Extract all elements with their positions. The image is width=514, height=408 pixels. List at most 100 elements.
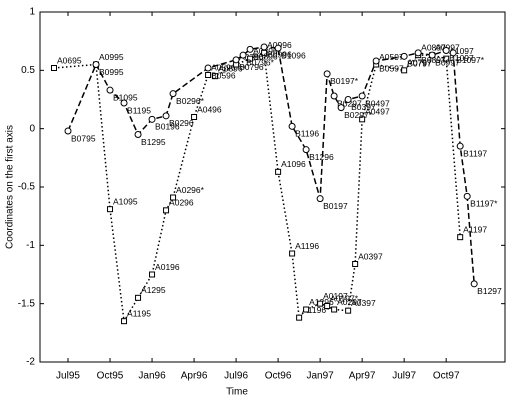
- point-label: A0897: [421, 42, 446, 52]
- point: [170, 194, 177, 201]
- point-label: B0297*: [344, 110, 373, 120]
- point: [330, 92, 338, 100]
- y-tick-label: -1.5: [18, 298, 36, 309]
- point: [323, 70, 331, 78]
- x-tick-label: Oct96: [265, 371, 292, 382]
- point: [345, 307, 352, 314]
- point: [134, 131, 142, 138]
- point-label: B1297: [477, 286, 502, 296]
- x-axis-label: Time: [226, 387, 248, 398]
- point: [162, 112, 170, 120]
- point: [64, 127, 72, 135]
- point: [204, 64, 212, 72]
- point-label: B0996: [267, 49, 292, 59]
- point: [51, 65, 58, 71]
- point-label: A0496: [197, 104, 222, 114]
- point-label: A0297: [337, 297, 362, 307]
- y-tick-label: 0.5: [21, 65, 35, 76]
- point-label: B0296: [169, 118, 194, 128]
- point: [449, 49, 457, 57]
- point-label: A0497: [365, 107, 390, 117]
- point-label: B0197: [323, 201, 348, 211]
- point-label: B1097: [449, 53, 474, 63]
- point: [274, 44, 282, 52]
- point-label: B0196: [155, 122, 180, 132]
- x-tick-label: Apr96: [181, 371, 208, 382]
- point-label: B1095: [113, 92, 138, 102]
- point-label: B1197*: [470, 199, 498, 209]
- point-label: B0597: [379, 63, 404, 73]
- point: [260, 43, 268, 51]
- point-label: A0197: [323, 291, 348, 301]
- point: [344, 96, 352, 103]
- point-label: B0296*: [176, 96, 205, 106]
- point: [457, 234, 464, 241]
- point: [191, 114, 198, 120]
- point-label: B0796: [239, 62, 264, 72]
- point-label: A1295: [141, 285, 166, 295]
- point-label: B0497: [365, 98, 390, 108]
- point-label: A0596: [211, 62, 236, 72]
- point-label: B1096: [281, 50, 306, 60]
- x-tick-label: Jul97: [392, 371, 416, 382]
- point: [275, 168, 282, 175]
- y-tick-label: -0.5: [18, 182, 36, 193]
- point-label: A1197: [463, 224, 487, 234]
- point-label: B0596: [211, 70, 236, 80]
- point: [428, 51, 436, 59]
- y-tick-label: 1: [29, 7, 35, 18]
- point: [107, 206, 114, 213]
- point-label: A1097: [449, 46, 474, 56]
- point-label: A0296*: [176, 185, 205, 195]
- x-tick-label: Oct95: [97, 371, 124, 382]
- point: [289, 250, 296, 257]
- point-label: B0297: [337, 98, 362, 108]
- point: [106, 86, 114, 94]
- point-label: B1195: [127, 105, 151, 115]
- point-label: A0397: [358, 251, 383, 261]
- series-line: [67, 46, 475, 284]
- x-tick-label: Apr97: [349, 371, 376, 382]
- point: [317, 300, 324, 307]
- point-label: B0397: [351, 102, 376, 112]
- point: [120, 99, 128, 107]
- point: [212, 73, 219, 80]
- series-line: [53, 51, 461, 324]
- point: [302, 146, 310, 154]
- point-label: A0296: [169, 198, 194, 208]
- x-tick-label: Oct97: [433, 371, 460, 382]
- point: [205, 72, 212, 78]
- point: [303, 306, 310, 313]
- point: [316, 195, 324, 203]
- y-tick-label: -2: [26, 357, 35, 368]
- point: [135, 294, 142, 301]
- point-label: A0797: [407, 58, 432, 68]
- y-tick-label: -1: [26, 240, 35, 251]
- point: [296, 314, 303, 321]
- point-label: A0197*: [330, 293, 359, 303]
- x-tick-label: Jan97: [306, 371, 334, 382]
- point-label: B1097*: [456, 55, 485, 65]
- point-label: A1196*: [302, 305, 330, 315]
- point-label: A0597: [379, 52, 404, 62]
- point: [148, 115, 156, 123]
- x-tick-label: Jul96: [224, 371, 248, 382]
- point: [92, 61, 100, 68]
- point: [149, 271, 156, 278]
- point-label: B0896: [253, 52, 278, 62]
- point-label: B0997: [435, 57, 460, 67]
- point: [358, 92, 366, 100]
- point-label: A0596*: [218, 63, 247, 73]
- point: [414, 49, 422, 57]
- point-label: A1096: [281, 159, 306, 169]
- point: [470, 280, 478, 288]
- point: [463, 192, 471, 200]
- point: [331, 306, 338, 313]
- point: [247, 55, 254, 62]
- point-label: B0795: [71, 133, 96, 143]
- point: [456, 142, 464, 150]
- point: [443, 55, 450, 62]
- point-label: A1195: [127, 308, 151, 318]
- point-label: A0397: [351, 298, 376, 308]
